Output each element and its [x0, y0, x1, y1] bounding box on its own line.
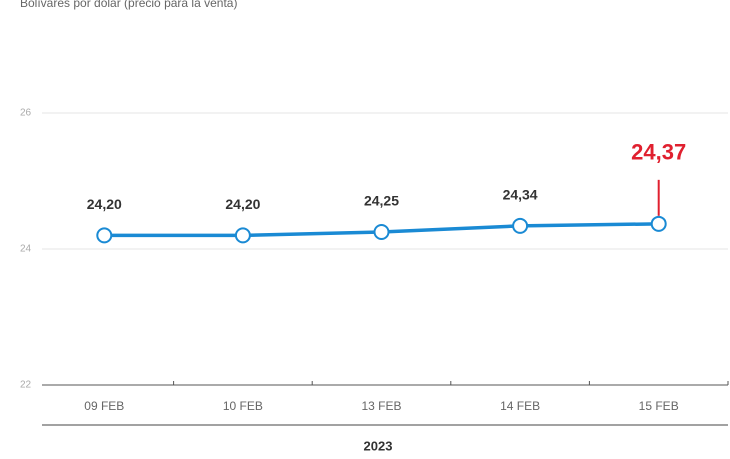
x-tick-label: 14 FEB — [500, 399, 540, 413]
x-tick-label: 10 FEB — [223, 399, 263, 413]
value-label: 24,37 — [631, 140, 686, 165]
value-label: 24,25 — [364, 193, 399, 209]
x-tick-label: 09 FEB — [84, 399, 124, 413]
point — [512, 217, 529, 234]
x-axis-label: 2023 — [364, 438, 393, 453]
y-tick-label: 22 — [20, 380, 32, 391]
value-label: 24,34 — [503, 187, 538, 203]
point — [373, 224, 390, 240]
value-label: 24,20 — [87, 196, 122, 212]
point — [650, 215, 667, 232]
point — [96, 227, 113, 244]
x-tick-label: 15 FEB — [639, 399, 679, 413]
y-tick-label: 24 — [20, 244, 32, 255]
y-tick-label: 26 — [20, 108, 32, 119]
x-tick-label: 13 FEB — [361, 399, 401, 413]
chart-subtitle: Bolívares por dólar (precio para la vent… — [20, 0, 237, 10]
value-label: 24,20 — [225, 196, 260, 212]
point — [234, 227, 251, 244]
